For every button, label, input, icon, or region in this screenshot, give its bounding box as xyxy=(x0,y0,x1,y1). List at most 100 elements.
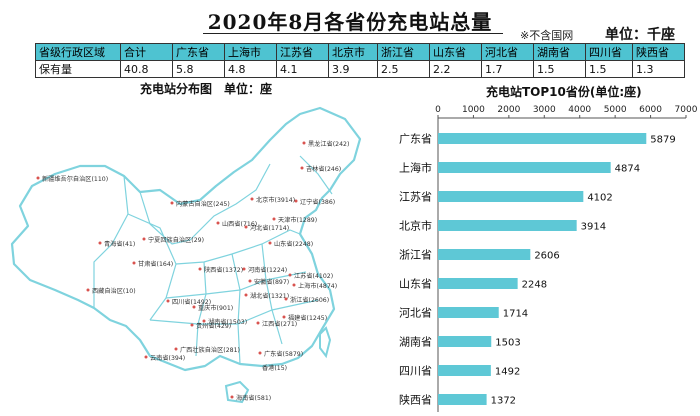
map-marker xyxy=(284,297,288,301)
map-label: 香港(15) xyxy=(262,364,287,372)
category-label: 北京市 xyxy=(399,219,432,233)
table-cell: 40.8 xyxy=(120,60,173,78)
bar xyxy=(438,162,611,173)
map-label: 贵州省(429) xyxy=(196,322,231,330)
map-label: 陕西省(1372) xyxy=(204,266,243,274)
map-label: 北京市(3914) xyxy=(256,196,295,204)
map-marker xyxy=(244,225,248,229)
table-col-header: 合计 xyxy=(120,43,173,61)
map-marker xyxy=(272,217,276,221)
map-marker xyxy=(258,351,262,355)
map-marker xyxy=(198,267,202,271)
map-label: 宁夏回族自治区(29) xyxy=(148,236,204,244)
map-marker xyxy=(132,261,136,265)
x-tick-label: 0 xyxy=(435,105,441,115)
map-marker xyxy=(242,267,246,271)
bar xyxy=(438,394,487,405)
map-label: 山东省(2248) xyxy=(274,240,313,248)
map-marker xyxy=(98,241,102,245)
province-border xyxy=(231,253,241,365)
map-label: 天津市(1289) xyxy=(278,216,317,224)
map-marker xyxy=(244,293,248,297)
bar xyxy=(438,133,647,144)
data-label: 1372 xyxy=(491,396,516,407)
data-label: 4102 xyxy=(587,193,612,204)
table-header-row: 省级行政区域 合计 广东省 上海市 江苏省 北京市 浙江省 山东省 河北省 湖南… xyxy=(35,43,685,61)
map-label: 山西省(716) xyxy=(222,220,257,228)
map-title: 充电站分布图 单位：座 xyxy=(140,82,273,96)
table-cell: 1.3 xyxy=(632,60,685,78)
china-map: 新疆维吾尔自治区(110) 西藏自治区(10) 青海省(41) 甘肃省(164) 宁夏回… xyxy=(10,106,362,404)
data-label: 2248 xyxy=(522,280,547,291)
page-title: 2020年8月各省份充电站总量 xyxy=(207,10,493,34)
province-border xyxy=(175,229,301,265)
map-marker xyxy=(268,241,272,245)
bar-series: 广东省 5879 上海市 4874 江苏省 4102 北京市 3914 浙江省 2606 山东省 22… xyxy=(399,133,676,407)
china-outline xyxy=(10,106,362,372)
category-label: 浙江省 xyxy=(399,249,432,262)
province-border xyxy=(299,155,333,195)
map-marker xyxy=(170,201,174,205)
bar-chart-title: 充电站TOP10省份(单位:座) xyxy=(486,85,642,99)
map-label: 江苏省(4102) xyxy=(294,272,333,280)
data-label: 4874 xyxy=(615,164,640,175)
map-label: 云南省(394) xyxy=(150,354,185,362)
table-cell: 1.5 xyxy=(585,60,633,78)
x-tick-label: 6000 xyxy=(639,105,662,115)
map-marker xyxy=(250,197,254,201)
map-label: 内蒙古自治区(245) xyxy=(176,200,230,208)
map-marker xyxy=(288,273,292,277)
province-border xyxy=(261,243,283,345)
table-cell: 2.5 xyxy=(377,60,430,78)
map-marker xyxy=(300,166,304,170)
map-marker xyxy=(144,355,148,359)
table-col-header: 江苏省 xyxy=(276,43,329,61)
map-marker xyxy=(174,347,178,351)
map-label: 辽宁省(386) xyxy=(300,198,335,206)
data-label: 3914 xyxy=(581,222,606,233)
table-cell: 4.1 xyxy=(276,60,329,78)
map-marker xyxy=(302,141,306,145)
map-label: 湖南省(1503) xyxy=(208,318,247,326)
map-marker xyxy=(248,279,252,283)
hainan-outline xyxy=(224,380,250,404)
footnote: ※不含国网 xyxy=(520,29,574,42)
category-label: 湖南省 xyxy=(399,336,432,349)
map-label: 河北省(1714) xyxy=(250,224,289,232)
bar xyxy=(438,365,491,376)
x-tick-label: 1000 xyxy=(462,105,485,115)
map-label: 广东省(5879) xyxy=(264,350,303,358)
bar-axis: 0 1000 2000 3000 4000 5000 6000 7000 xyxy=(435,105,698,412)
table-col-header: 浙江省 xyxy=(377,43,430,61)
top10-bar-chart: 0 1000 2000 3000 4000 5000 6000 7000 广东省 5879 上海市… xyxy=(399,105,698,412)
x-tick-label: 4000 xyxy=(568,105,591,115)
map-marker xyxy=(202,319,206,323)
province-border xyxy=(139,163,271,245)
province-border xyxy=(195,261,207,357)
table-header-label: 省级行政区域 xyxy=(35,43,121,61)
bar xyxy=(438,307,499,318)
province-border xyxy=(93,175,129,308)
map-marker xyxy=(86,288,90,292)
table-col-header: 湖南省 xyxy=(533,43,586,61)
map-marker xyxy=(36,176,40,180)
map-marker xyxy=(142,237,146,241)
map-marker xyxy=(216,221,220,225)
x-tick-label: 7000 xyxy=(675,105,698,115)
map-label: 重庆市(901) xyxy=(198,304,233,312)
map-label: 福建省(1245) xyxy=(288,314,327,322)
map-label: 海南省(581) xyxy=(236,394,271,402)
map-marker xyxy=(192,305,196,309)
bar xyxy=(438,191,584,202)
data-label: 1503 xyxy=(495,338,520,349)
map-label: 四川省(1492) xyxy=(172,298,211,306)
category-label: 山东省 xyxy=(399,278,432,291)
map-marker xyxy=(282,315,286,319)
map-label: 青海省(41) xyxy=(104,240,135,248)
table-col-header: 陕西省 xyxy=(632,43,685,61)
data-label: 5879 xyxy=(650,135,675,146)
map-label: 河南省(1224) xyxy=(248,266,287,274)
bar xyxy=(438,220,577,231)
table-col-header: 北京市 xyxy=(328,43,378,61)
bar xyxy=(438,249,531,260)
